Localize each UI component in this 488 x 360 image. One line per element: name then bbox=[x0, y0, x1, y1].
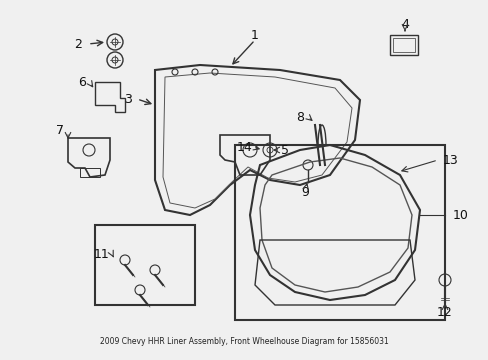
Bar bbox=[392, 38, 414, 52]
Text: 8: 8 bbox=[295, 111, 304, 123]
Bar bbox=[235, 145, 444, 320]
Text: 4: 4 bbox=[400, 18, 408, 31]
Text: 11: 11 bbox=[94, 248, 110, 261]
Text: 1: 1 bbox=[250, 28, 259, 41]
Bar bbox=[389, 35, 417, 55]
Text: 9: 9 bbox=[301, 185, 308, 198]
Text: 14: 14 bbox=[236, 140, 251, 153]
Text: 10: 10 bbox=[452, 208, 468, 221]
Text: 6: 6 bbox=[78, 76, 86, 89]
Text: 5: 5 bbox=[281, 144, 288, 157]
Bar bbox=[95, 225, 195, 305]
Text: 2: 2 bbox=[74, 37, 82, 50]
Text: 2009 Chevy HHR Liner Assembly, Front Wheelhouse Diagram for 15856031: 2009 Chevy HHR Liner Assembly, Front Whe… bbox=[100, 338, 387, 346]
Text: 12: 12 bbox=[436, 306, 452, 319]
Text: 3: 3 bbox=[124, 93, 132, 105]
Text: 7: 7 bbox=[56, 123, 64, 136]
Text: 13: 13 bbox=[442, 153, 458, 166]
